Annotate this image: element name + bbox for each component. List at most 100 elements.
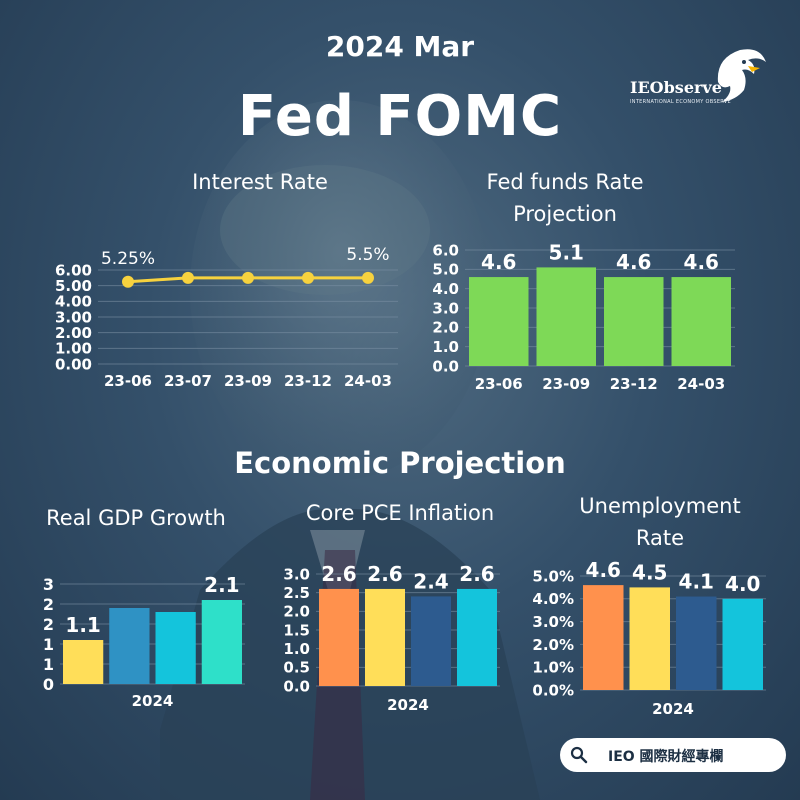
bar — [457, 588, 497, 686]
y-tick-label: 0.00 — [55, 355, 92, 373]
x-tick-label: 23-09 — [224, 372, 272, 390]
y-tick-label: 6.00 — [55, 261, 92, 279]
bar — [469, 277, 529, 366]
y-tick-label: 0.0 — [283, 677, 310, 695]
data-point — [362, 271, 374, 284]
x-tick-label: 24-03 — [677, 375, 725, 393]
pce-chart: 0.00.51.01.52.02.53.0 2.6 2.6 2.4 2.6 2024 — [283, 562, 500, 714]
bar — [411, 596, 451, 686]
data-label: 5.1 — [549, 240, 584, 264]
x-axis-label: 2024 — [652, 700, 694, 718]
interest-rate-title: Interest Rate — [192, 170, 328, 194]
economic-projection-heading: Economic Projection — [234, 446, 566, 480]
data-label: 4.6 — [586, 558, 621, 582]
interest-rate-chart: 0.001.002.003.004.005.006.00 5.25% 5.5% 23-… — [55, 245, 398, 390]
data-label: 4.1 — [679, 570, 714, 594]
bar — [722, 598, 763, 690]
y-tick-label: 5.00 — [55, 277, 92, 295]
y-tick-label: 4.0 — [432, 280, 459, 298]
bar — [629, 587, 670, 690]
x-axis-label: 2024 — [387, 696, 429, 714]
data-label: 4.5 — [632, 560, 667, 584]
x-tick-label: 23-06 — [104, 372, 152, 390]
pce-title: Core PCE Inflation — [305, 501, 495, 525]
bar — [155, 612, 196, 684]
footer-badge[interactable]: IEO 國際財經專欄 — [560, 738, 786, 772]
x-tick-label: 23-12 — [610, 375, 658, 393]
y-tick-label: 1.5 — [283, 621, 310, 639]
unemployment-title: Unemployment Rate — [579, 494, 741, 550]
y-tick-label: 1.00 — [55, 340, 92, 358]
y-tick-label: 1.0% — [532, 659, 574, 677]
fed-funds-title: Fed funds Rate Projection — [486, 170, 644, 226]
bar — [63, 640, 104, 684]
y-tick-label: 0.5 — [283, 659, 310, 677]
search-icon — [570, 746, 588, 764]
data-label: 2.6 — [459, 562, 494, 586]
bar — [319, 588, 359, 686]
bar — [536, 267, 596, 366]
data-label: 2.1 — [204, 573, 239, 597]
data-label: 2.6 — [367, 562, 402, 586]
y-tick-label: 5.0 — [432, 261, 459, 279]
x-tick-label: 24-03 — [344, 372, 392, 390]
bar — [583, 585, 624, 690]
y-tick-label: 3.0 — [283, 565, 310, 583]
x-tick-label: 23-06 — [475, 375, 523, 393]
bar — [365, 588, 405, 686]
y-tick-label: 2 — [43, 595, 54, 614]
y-tick-label: 2.0 — [432, 319, 459, 337]
x-tick-label: 23-09 — [542, 375, 590, 393]
y-tick-label: 2.0% — [532, 636, 574, 654]
y-tick-label: 0.0% — [532, 681, 574, 699]
data-label: 4.6 — [616, 250, 651, 274]
data-label: 4.6 — [481, 250, 516, 274]
y-tick-label: 0 — [43, 675, 54, 694]
logo-name: IEObserve — [630, 78, 722, 97]
logo-tagline: INTERNATIONAL ECONOMY OBSERVE — [630, 99, 731, 105]
y-tick-label: 4.0% — [532, 590, 574, 608]
report-date: 2024 Mar — [325, 30, 475, 63]
bar — [201, 600, 242, 684]
bar — [109, 608, 150, 684]
y-tick-label: 6.0 — [432, 241, 459, 259]
bar — [604, 277, 664, 366]
data-point — [182, 271, 194, 284]
y-tick-label: 1.0 — [283, 640, 310, 658]
footer-label: IEO 國際財經專欄 — [608, 749, 724, 765]
data-point — [242, 271, 254, 284]
bar — [676, 596, 717, 690]
bar — [671, 277, 731, 366]
y-tick-label: 3 — [43, 575, 54, 594]
data-point — [302, 271, 314, 284]
y-tick-label: 1 — [43, 635, 54, 654]
data-label: 4.6 — [684, 250, 719, 274]
data-label: 2.6 — [321, 562, 356, 586]
y-tick-label: 3.0 — [432, 299, 459, 317]
y-tick-label: 2.5 — [283, 584, 310, 602]
data-label: 5.5% — [346, 245, 389, 265]
data-label: 4.0 — [725, 572, 760, 596]
gdp-title: Real GDP Growth — [46, 506, 226, 530]
page-title: Fed FOMC — [237, 84, 563, 149]
y-tick-label: 5.0% — [532, 567, 574, 585]
x-axis-label: 2024 — [132, 692, 174, 710]
y-tick-label: 4.00 — [55, 293, 92, 311]
data-label: 1.1 — [65, 613, 100, 637]
eagle-icon — [717, 49, 766, 102]
unemployment-chart: 0.0% 1.0% 2.0% 3.0% 4.0% 5.0% 4.6 4.5 4.1 4.0 2024 — [532, 558, 766, 718]
data-point — [122, 275, 134, 288]
y-tick-label: 3.00 — [55, 308, 92, 326]
logo: IEObserve INTERNATIONAL ECONOMY OBSERVE — [628, 44, 768, 110]
y-tick-label: 0.0 — [432, 357, 459, 375]
y-tick-label: 2 — [43, 615, 54, 634]
x-tick-label: 23-12 — [284, 372, 332, 390]
y-tick-label: 2.0 — [283, 603, 310, 621]
y-tick-label: 2.00 — [55, 324, 92, 342]
y-tick-label: 1.0 — [432, 338, 459, 356]
y-tick-label: 3.0% — [532, 613, 574, 631]
fed-funds-chart: 0.01.02.0 3.04.05.0 6.0 4.6 23-06 5.1 23-09 4.6… — [432, 240, 735, 393]
data-label: 5.25% — [101, 249, 155, 269]
x-tick-label: 23-07 — [164, 372, 212, 390]
